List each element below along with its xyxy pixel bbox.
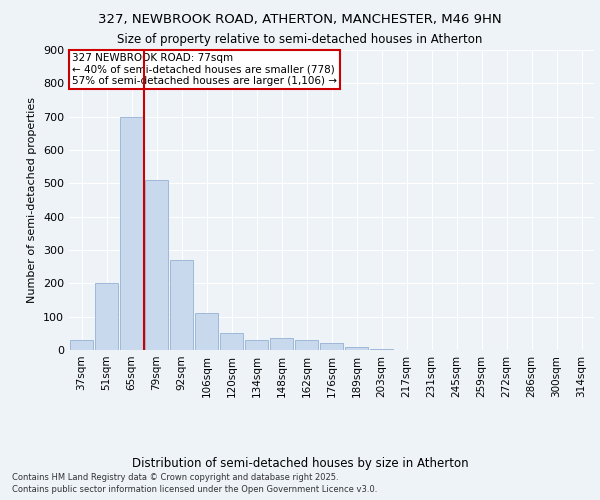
Bar bbox=[245, 340, 268, 350]
Bar bbox=[194, 314, 218, 350]
Text: Contains public sector information licensed under the Open Government Licence v3: Contains public sector information licen… bbox=[12, 485, 377, 494]
Text: 327 NEWBROOK ROAD: 77sqm
← 40% of semi-detached houses are smaller (778)
57% of : 327 NEWBROOK ROAD: 77sqm ← 40% of semi-d… bbox=[71, 53, 337, 86]
Bar bbox=[220, 334, 244, 350]
Text: Size of property relative to semi-detached houses in Atherton: Size of property relative to semi-detach… bbox=[118, 32, 482, 46]
Bar bbox=[119, 116, 143, 350]
Y-axis label: Number of semi-detached properties: Number of semi-detached properties bbox=[28, 97, 37, 303]
Bar bbox=[295, 340, 319, 350]
Text: Contains HM Land Registry data © Crown copyright and database right 2025.: Contains HM Land Registry data © Crown c… bbox=[12, 472, 338, 482]
Bar bbox=[170, 260, 193, 350]
Bar bbox=[344, 346, 368, 350]
Text: 327, NEWBROOK ROAD, ATHERTON, MANCHESTER, M46 9HN: 327, NEWBROOK ROAD, ATHERTON, MANCHESTER… bbox=[98, 12, 502, 26]
Bar bbox=[320, 344, 343, 350]
Text: Distribution of semi-detached houses by size in Atherton: Distribution of semi-detached houses by … bbox=[131, 458, 469, 470]
Bar bbox=[370, 349, 394, 350]
Bar bbox=[95, 284, 118, 350]
Bar bbox=[269, 338, 293, 350]
Bar bbox=[145, 180, 169, 350]
Bar bbox=[70, 340, 94, 350]
